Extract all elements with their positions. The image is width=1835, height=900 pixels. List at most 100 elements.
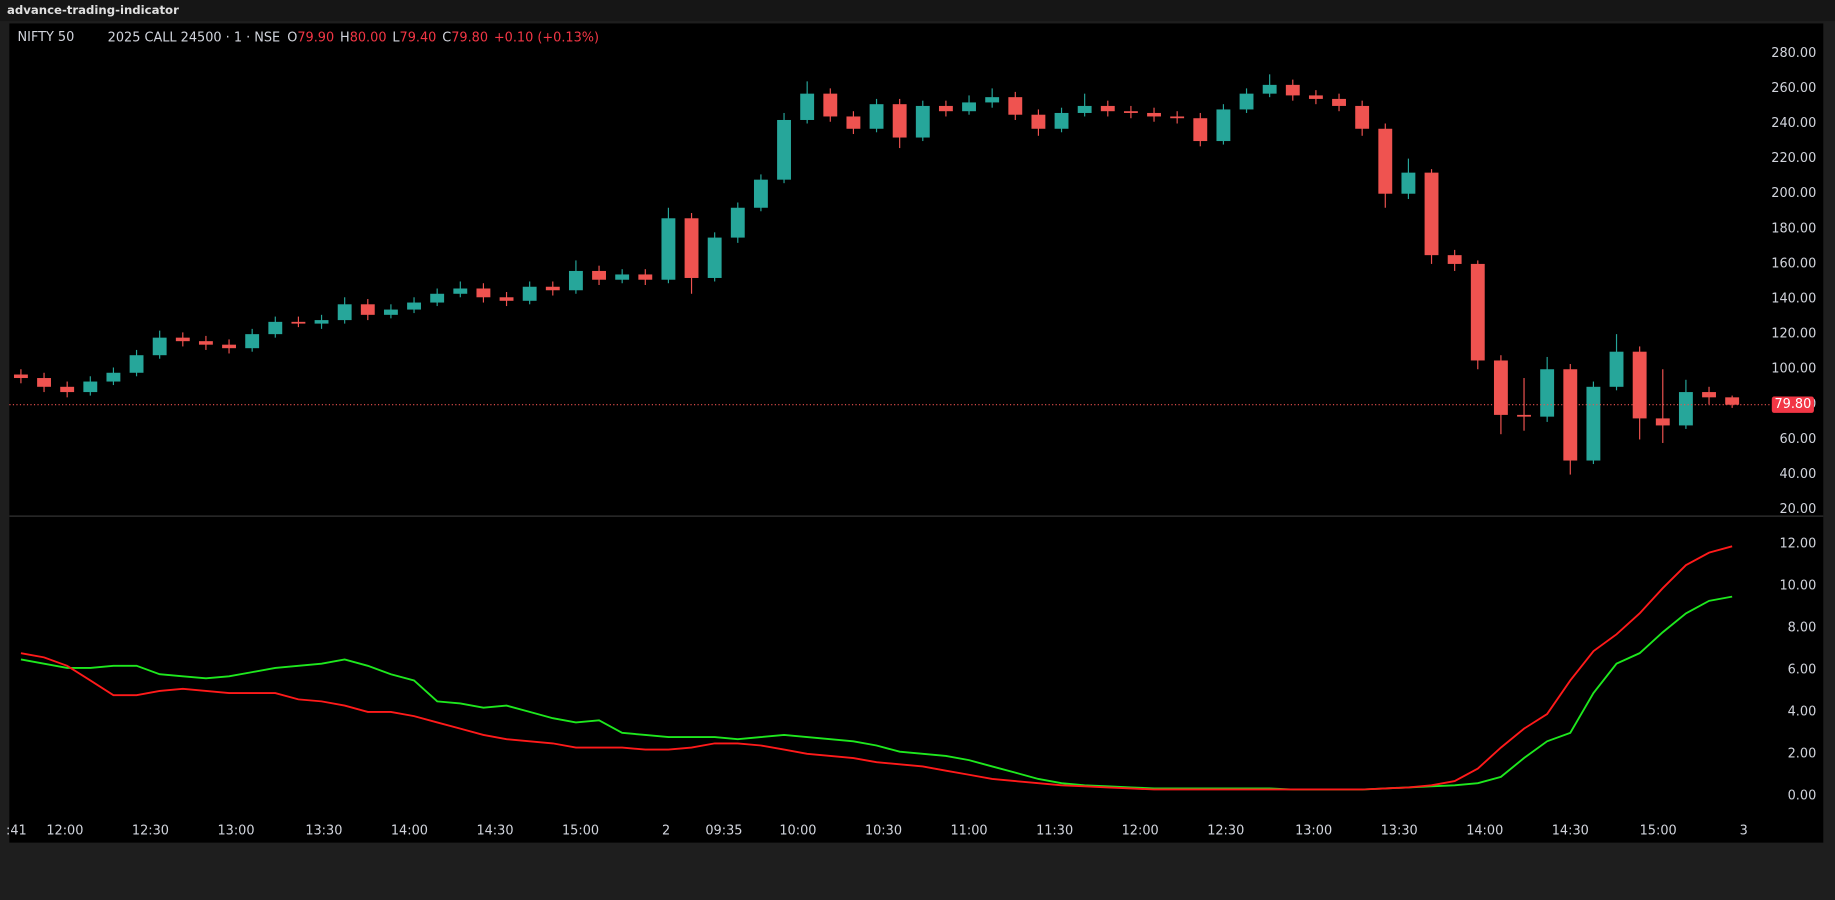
y-tick-label: 8.00 — [1788, 621, 1817, 636]
candle-body — [453, 288, 468, 294]
ohlc-value: 79.90 — [297, 30, 334, 45]
candle-body — [1586, 386, 1601, 461]
candle-body — [1100, 105, 1115, 112]
candle-body — [522, 286, 537, 301]
change: +0.10 (+0.13%) — [494, 30, 599, 45]
candle-body — [1493, 360, 1508, 415]
instrument-legend: 2025 CALL 24500 · 1 · NSE O79.90 H80.00 L79… — [108, 30, 599, 45]
candle-body — [1609, 351, 1624, 387]
candle-body — [800, 93, 815, 120]
y-tick-label: 260.00 — [1771, 81, 1816, 96]
candle-body — [383, 309, 398, 315]
candle-body — [1123, 111, 1138, 113]
ohlc-value: 79.40 — [400, 30, 437, 45]
x-tick-label: 14:00 — [391, 823, 428, 838]
x-tick-label: 12:30 — [1207, 823, 1244, 838]
x-tick-label: 10:30 — [865, 823, 902, 838]
candle-body — [568, 270, 583, 291]
y-tick-label: 120.00 — [1771, 327, 1816, 342]
candle-body — [1424, 172, 1439, 256]
candle-body — [37, 378, 51, 387]
candle-body — [1632, 351, 1647, 419]
candle-body — [198, 341, 213, 345]
candle-body — [1262, 84, 1277, 94]
x-tick-label: 10:00 — [779, 823, 816, 838]
candle-body — [13, 374, 28, 379]
candle-body — [430, 293, 445, 303]
x-tick-label: :41 — [6, 823, 27, 838]
candle-body — [823, 93, 838, 117]
x-tick-label: 11:00 — [951, 823, 988, 838]
ohlc-label: L — [392, 30, 400, 45]
y-tick-label: 240.00 — [1771, 116, 1816, 131]
ohlc-label: H — [340, 30, 350, 45]
x-tick-label: 13:30 — [305, 823, 342, 838]
x-tick-label: 12:00 — [1122, 823, 1159, 838]
candle-body — [152, 337, 167, 356]
candle-body — [245, 334, 260, 349]
candle-body — [1401, 172, 1416, 194]
y-tick-label: 6.00 — [1788, 662, 1817, 677]
x-tick-label: 09:35 — [705, 823, 742, 838]
candle-body — [476, 288, 491, 298]
candle-body — [268, 321, 283, 335]
y-tick-label: 40.00 — [1779, 467, 1816, 482]
candle-body — [1008, 97, 1023, 115]
candle-body — [615, 274, 630, 280]
candle-body — [1077, 105, 1092, 113]
y-tick-label: 140.00 — [1771, 292, 1816, 307]
x-tick-label: 14:30 — [476, 823, 513, 838]
candle-body — [499, 297, 514, 301]
x-tick-label: 15:00 — [562, 823, 599, 838]
candle-body — [846, 116, 861, 129]
candle-body — [407, 302, 421, 310]
title-bar — [0, 0, 1835, 22]
chart-panel — [9, 23, 1824, 843]
x-tick-label: 13:00 — [1295, 823, 1332, 838]
candle-body — [1308, 95, 1323, 99]
candle-body — [777, 119, 791, 180]
candle-body — [1517, 414, 1531, 417]
candle-body — [83, 381, 98, 393]
candle-body — [545, 286, 560, 291]
candle-body — [1170, 116, 1185, 119]
candle-body — [1332, 98, 1346, 106]
y-tick-label: 200.00 — [1771, 186, 1816, 201]
candle-body — [1239, 93, 1254, 110]
candle-body — [106, 372, 121, 382]
y-tick-label: 4.00 — [1788, 704, 1817, 719]
candle-body — [360, 304, 375, 315]
last-price-label: 79.80 — [1774, 397, 1811, 412]
ohlc-label: O — [287, 30, 297, 45]
candle-body — [337, 304, 352, 321]
y-tick-label: 100.00 — [1771, 362, 1816, 377]
x-tick-label: 12:00 — [46, 823, 83, 838]
candle-body — [1031, 114, 1046, 129]
candle-body — [1216, 109, 1231, 142]
candle-body — [938, 105, 953, 112]
candle-body — [1378, 128, 1393, 194]
y-tick-label: 2.00 — [1788, 746, 1817, 761]
candle-body — [915, 105, 930, 138]
x-tick-label: 14:30 — [1552, 823, 1589, 838]
last-price-tag — [1771, 396, 1814, 413]
candle-body — [1702, 392, 1716, 398]
x-tick-label: 2 — [662, 823, 670, 838]
y-tick-label: 60.00 — [1779, 432, 1816, 447]
candle-body — [1563, 369, 1578, 461]
candle-body — [1147, 112, 1161, 117]
instrument: 2025 CALL 24500 · 1 · NSE — [108, 30, 281, 45]
candle-body — [684, 218, 699, 278]
ohlc-value: 79.80 — [451, 30, 488, 45]
x-tick-label: 15:00 — [1640, 823, 1677, 838]
y-tick-label: 160.00 — [1771, 256, 1816, 271]
candle-body — [1054, 112, 1069, 129]
candle-body — [1540, 369, 1555, 417]
candle-body — [60, 386, 75, 393]
y-tick-label: 10.00 — [1779, 579, 1816, 594]
candle-body — [661, 218, 676, 280]
ohlc-value: 80.00 — [350, 30, 387, 45]
candle-body — [962, 102, 976, 112]
